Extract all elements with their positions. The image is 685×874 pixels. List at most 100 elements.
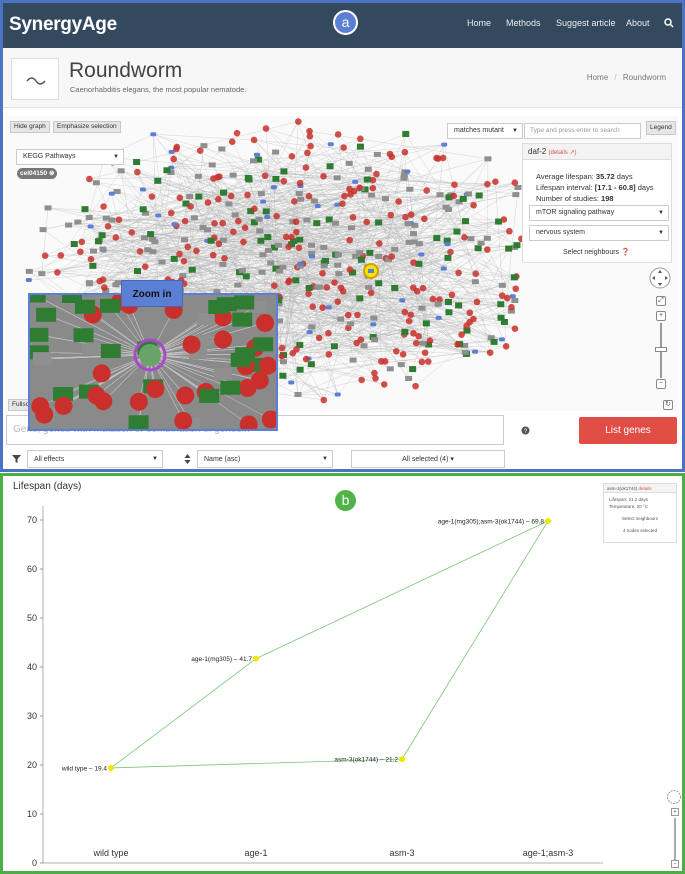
- mini-temperature: Temperature: 20 °C: [609, 504, 649, 509]
- zoom-inset: [28, 293, 278, 431]
- refresh-icon[interactable]: ↻: [663, 400, 673, 410]
- y-tick-label: 10: [27, 809, 37, 819]
- data-point: [545, 517, 551, 524]
- chevron-down-icon: ▼: [512, 128, 518, 134]
- graph-search-input[interactable]: Type and press enter to search: [524, 123, 641, 139]
- gene-stats: Average lifespan: 35.72 days Lifespan in…: [536, 171, 654, 204]
- mini-gene-name: asm-3(ok1744): [607, 486, 638, 491]
- data-point: [253, 655, 259, 662]
- nav-suggest-article[interactable]: Suggest article: [556, 18, 616, 28]
- tissue-select[interactable]: nervous system ▼: [529, 225, 669, 241]
- pan-control-icon[interactable]: [666, 789, 682, 805]
- worm-icon: [11, 58, 59, 100]
- x-tick-label: age-1: [244, 848, 267, 858]
- mini-details-link[interactable]: details: [638, 486, 652, 491]
- page-subtitle: Caenorhabditis elegans, the most popular…: [70, 85, 247, 94]
- studies-row: Number of studies: 198: [536, 193, 654, 204]
- y-tick-label: 70: [27, 515, 37, 525]
- mini-selected-count: 4 nodes selected: [622, 528, 658, 533]
- data-point: [399, 756, 405, 763]
- lifespan-interval-label: Lifespan interval:: [536, 183, 593, 192]
- lifespan-interval-value: [17.1 - 60.8]: [594, 183, 636, 192]
- y-tick-label: 20: [27, 760, 37, 770]
- page-title: Roundworm: [69, 59, 183, 82]
- filter-icon: [12, 455, 21, 463]
- panel-a-label: a: [333, 10, 358, 35]
- nav-home[interactable]: Home: [467, 18, 492, 28]
- data-point: [108, 764, 114, 771]
- breadcrumb: Home / Roundworm: [587, 73, 666, 82]
- pathway-select[interactable]: mTOR signaling pathway ▼: [529, 205, 669, 221]
- zoom-in-icon[interactable]: +: [656, 311, 666, 321]
- kegg-pathways-value: KEGG Pathways: [23, 153, 76, 160]
- nav-methods[interactable]: Methods: [506, 18, 541, 28]
- zoom-slider-track[interactable]: [674, 818, 676, 860]
- zoom-in-icon[interactable]: +: [671, 808, 679, 816]
- emphasize-selection-button[interactable]: Emphasize selection: [53, 121, 121, 133]
- zoom-focus-ring: [133, 338, 167, 372]
- legend-button[interactable]: Legend: [646, 121, 676, 135]
- data-label: age-1(mg305);asm-3(ok1744) – 69.8: [438, 518, 545, 525]
- sort-select[interactable]: Name (asc) ▼: [197, 450, 333, 468]
- match-mode-select[interactable]: matches mutant ▼: [447, 123, 523, 139]
- mini-info-panel: asm-3(ok1744) details Lifespan: 21.2 day…: [603, 483, 677, 543]
- average-lifespan-unit: days: [616, 172, 633, 181]
- zoom-focus-node: [139, 344, 161, 366]
- series-edge: [401, 520, 549, 760]
- close-icon[interactable]: ⊗: [48, 170, 55, 177]
- chart-title: Lifespan (days): [13, 481, 81, 492]
- gene-info-header: daf-2 (details ↗): [523, 144, 671, 160]
- selected-items-button[interactable]: All selected (4) ▾: [351, 450, 505, 468]
- effects-select[interactable]: All effects ▼: [27, 450, 163, 468]
- list-genes-button[interactable]: List genes: [579, 417, 677, 444]
- studies-value: 198: [601, 194, 614, 203]
- question-icon[interactable]: ?: [521, 426, 530, 435]
- page-header: Roundworm Caenorhabditis elegans, the mo…: [3, 48, 682, 108]
- mini-select-neighbours[interactable]: Select neighbours: [621, 516, 659, 521]
- studies-label: Number of studies:: [536, 194, 599, 203]
- series-edge: [110, 758, 403, 769]
- y-tick-label: 60: [27, 564, 37, 574]
- y-tick-label: 40: [27, 662, 37, 672]
- network-graph-canvas[interactable]: [6, 116, 678, 411]
- lifespan-interval-row: Lifespan interval: [17.1 - 60.8] days: [536, 182, 654, 193]
- nav-about[interactable]: About: [626, 18, 650, 28]
- chevron-down-icon: ▼: [658, 210, 664, 216]
- zoom-out-icon[interactable]: −: [656, 379, 666, 389]
- gene-name: daf-2: [528, 147, 547, 156]
- lifespan-interval-unit: days: [637, 183, 654, 192]
- details-link[interactable]: (details ↗): [548, 150, 577, 156]
- hide-graph-button[interactable]: Hide graph: [10, 121, 50, 133]
- fit-icon[interactable]: ⤢: [656, 296, 666, 306]
- pathway-tag[interactable]: cel04150 ⊗: [17, 168, 58, 179]
- pan-control-icon[interactable]: [648, 266, 672, 290]
- zoom-out-icon[interactable]: −: [671, 860, 679, 868]
- pathway-tag-label: cel04150: [20, 170, 48, 177]
- kegg-pathways-select[interactable]: KEGG Pathways ▼: [16, 149, 124, 165]
- effects-value: All effects: [34, 456, 65, 463]
- brand-logo[interactable]: SynergyAge: [9, 14, 117, 35]
- svg-text:?: ?: [524, 429, 528, 435]
- select-neighbours-button[interactable]: Select neighbours ❓: [563, 249, 630, 256]
- zoom-in-label: Zoom in: [121, 280, 183, 307]
- breadcrumb-home[interactable]: Home: [586, 73, 609, 82]
- panel-a: SynergyAge Home Methods Suggest article …: [0, 0, 685, 472]
- panel-b: Lifespan (days) 0 10 20 30 40 50 60 70 wild type a…: [0, 473, 685, 874]
- zoom-slider-handle[interactable]: [655, 347, 667, 352]
- x-tick-label: asm-3: [389, 848, 414, 858]
- match-mode-value: matches mutant: [454, 127, 504, 134]
- average-lifespan-row: Average lifespan: 35.72 days: [536, 171, 654, 182]
- data-label: age-1(mg305) – 41.7: [191, 656, 252, 663]
- pathway-value: mTOR signaling pathway: [536, 209, 615, 216]
- chevron-down-icon: ▼: [322, 456, 328, 462]
- series-edge: [255, 520, 549, 660]
- tissue-value: nervous system: [536, 229, 586, 236]
- average-lifespan-value: 35.72: [595, 172, 615, 181]
- series-edge: [110, 658, 257, 769]
- navbar: SynergyAge Home Methods Suggest article …: [3, 3, 682, 48]
- chevron-down-icon: ▼: [113, 154, 119, 160]
- search-icon[interactable]: [664, 18, 674, 28]
- chevron-down-icon: ▼: [152, 456, 158, 462]
- zoom-inset-graph: [30, 295, 276, 429]
- gene-info-panel: daf-2 (details ↗) Average lifespan: 35.7…: [522, 143, 672, 263]
